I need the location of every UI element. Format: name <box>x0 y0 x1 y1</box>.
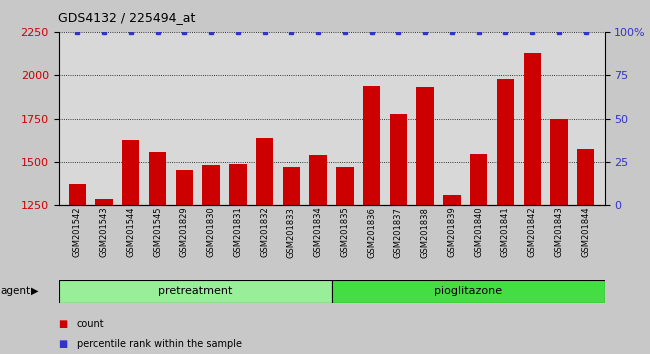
Bar <box>523 53 541 205</box>
Bar <box>577 149 595 205</box>
Bar <box>96 199 112 205</box>
Text: agent: agent <box>1 286 31 296</box>
Text: count: count <box>77 319 104 329</box>
Bar <box>551 119 567 205</box>
Bar <box>390 114 407 205</box>
Text: pretreatment: pretreatment <box>158 286 232 296</box>
Bar <box>256 138 273 205</box>
Bar <box>176 170 193 205</box>
Bar <box>443 195 461 205</box>
Bar <box>470 154 488 205</box>
Bar <box>202 165 220 205</box>
Text: GDS4132 / 225494_at: GDS4132 / 225494_at <box>58 11 196 24</box>
Bar <box>332 280 604 303</box>
Bar <box>149 153 166 205</box>
Bar <box>122 140 140 205</box>
Bar <box>68 184 86 205</box>
Text: ■: ■ <box>58 319 68 329</box>
Bar <box>229 164 246 205</box>
Bar <box>309 155 327 205</box>
Text: percentile rank within the sample: percentile rank within the sample <box>77 339 242 349</box>
Text: ■: ■ <box>58 339 68 349</box>
Bar <box>363 86 380 205</box>
Bar <box>417 87 434 205</box>
Bar <box>58 280 332 303</box>
Bar <box>336 167 354 205</box>
Bar <box>497 79 514 205</box>
Bar <box>283 167 300 205</box>
Text: ▶: ▶ <box>31 286 39 296</box>
Text: pioglitazone: pioglitazone <box>434 286 502 296</box>
